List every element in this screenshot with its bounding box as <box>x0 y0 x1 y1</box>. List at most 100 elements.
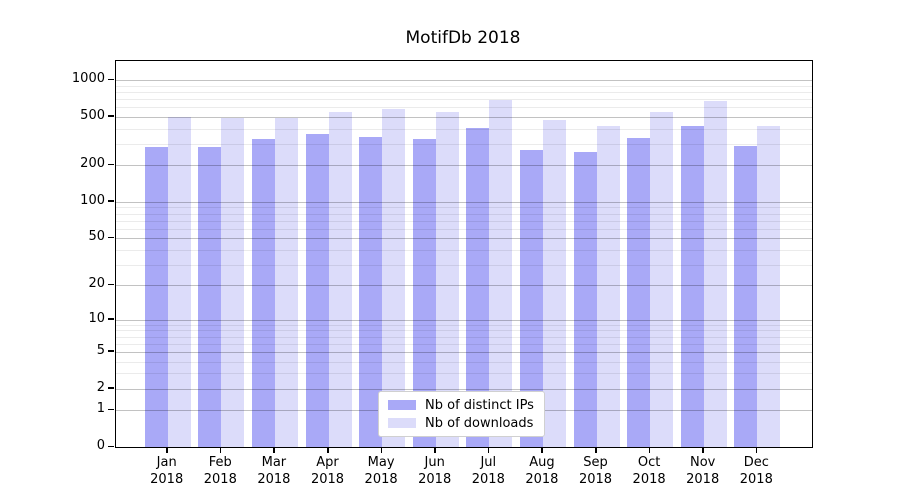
gridline-major <box>116 238 812 240</box>
y-axis-tick <box>108 115 114 117</box>
y-axis-tick <box>108 318 114 320</box>
gridline-minor <box>116 264 812 266</box>
x-axis-label: Mar 2018 <box>242 454 306 488</box>
x-axis-label-line: Jan <box>156 455 177 470</box>
y-axis-tick-label: 20 <box>88 276 105 292</box>
legend-label: Nb of distinct IPs <box>425 397 534 413</box>
bar-distinct-ips <box>466 127 490 447</box>
legend-item: Nb of distinct IPs <box>379 398 544 413</box>
x-axis-label-line: Mar <box>261 455 287 470</box>
x-axis-label: Dec 2018 <box>724 454 788 488</box>
gridline-minor <box>116 220 812 222</box>
y-axis-tick <box>108 163 114 166</box>
gridline-minor <box>116 128 812 130</box>
y-axis-tick-label: 10 <box>88 310 105 326</box>
x-axis-label: Jun 2018 <box>403 454 467 488</box>
bar-distinct-ips <box>519 149 543 447</box>
x-axis-label-line: 2018 <box>364 472 398 487</box>
y-axis-tick-label: 0 <box>96 438 105 453</box>
x-axis-label-line: Feb <box>208 455 232 470</box>
gridline-major <box>116 285 812 287</box>
bar-distinct-ips <box>412 139 436 447</box>
bar-distinct-ips <box>680 125 704 447</box>
bar-downloads <box>542 119 566 447</box>
x-axis-label-line: Oct <box>637 455 661 470</box>
x-axis-label: Sep 2018 <box>564 454 628 488</box>
bar-downloads <box>703 101 727 447</box>
y-axis-tick <box>108 408 114 411</box>
bar-downloads <box>274 118 298 447</box>
legend-swatch-distinct-ips <box>388 400 416 410</box>
gridline-minor <box>116 373 812 375</box>
bar-distinct-ips <box>144 146 168 447</box>
chart-title: MotifDb 2018 <box>405 28 521 48</box>
x-axis-label-line: Apr <box>316 455 339 470</box>
x-axis-tick <box>702 447 704 453</box>
x-axis-label-line: 2018 <box>150 472 184 487</box>
bar-distinct-ips <box>198 147 222 447</box>
y-axis-tick <box>108 200 114 202</box>
x-axis-tick <box>166 447 168 453</box>
gridline-major <box>116 80 812 81</box>
x-axis-label-line: Jul <box>480 455 497 470</box>
gridline-major <box>116 319 812 321</box>
y-axis-tick <box>108 445 114 447</box>
x-axis-label: Jan 2018 <box>135 454 199 488</box>
x-axis-label-line: Dec <box>743 455 769 470</box>
bar-downloads <box>489 99 513 447</box>
bar-distinct-ips <box>251 138 275 447</box>
y-axis-tick <box>108 350 114 352</box>
x-axis-label-line: 2018 <box>578 472 613 487</box>
x-axis-label-line: Aug <box>529 455 555 470</box>
x-axis-label: Aug 2018 <box>510 454 574 488</box>
y-axis-tick-label: 1 <box>96 401 105 417</box>
gridline-minor <box>116 91 812 93</box>
x-axis-label: Oct 2018 <box>617 454 681 488</box>
y-axis-tick-label: 50 <box>88 229 105 245</box>
gridline-minor <box>116 249 812 251</box>
gridline-minor <box>116 85 812 87</box>
bar-downloads <box>221 118 245 447</box>
y-axis-tick-label: 2 <box>96 379 105 395</box>
gridline-major <box>116 351 812 353</box>
y-axis-tick-label: 100 <box>80 192 105 208</box>
bar-distinct-ips <box>627 137 651 447</box>
bar-downloads <box>596 126 620 447</box>
x-axis-label-line: 2018 <box>632 472 666 487</box>
x-axis-label-line: 2018 <box>310 472 345 487</box>
gridline-major <box>116 165 812 167</box>
gridline-minor <box>116 343 812 345</box>
x-axis-tick <box>219 447 222 453</box>
x-axis-tick <box>595 447 597 453</box>
y-axis-tick-label: 500 <box>80 107 105 123</box>
y-axis-tick <box>108 78 114 80</box>
legend-item: Nb of downloads <box>379 416 544 431</box>
y-axis-tick-label: 5 <box>96 342 105 358</box>
x-axis-tick <box>327 447 329 453</box>
x-axis-label-line: 2018 <box>686 472 720 487</box>
x-axis-label: Jul 2018 <box>456 454 520 488</box>
bar-distinct-ips <box>573 151 597 447</box>
legend-label: Nb of downloads <box>425 415 534 431</box>
gridline-major <box>116 201 812 203</box>
bar-distinct-ips <box>305 134 329 447</box>
x-axis-label: May 2018 <box>349 454 413 488</box>
gridline-minor <box>116 330 812 332</box>
gridline-minor <box>116 143 812 145</box>
bar-downloads <box>328 111 352 447</box>
gridline-minor <box>116 107 812 109</box>
x-axis-tick <box>380 447 383 453</box>
x-axis-tick <box>755 447 758 453</box>
x-axis-label-line: Nov <box>690 455 716 470</box>
y-axis-tick-label: 1000 <box>71 71 105 86</box>
x-axis-label-line: 2018 <box>525 472 559 487</box>
legend-swatch-downloads <box>388 418 416 428</box>
bar-downloads <box>435 111 459 447</box>
gridline-minor <box>116 213 812 215</box>
legend: Nb of distinct IPs Nb of downloads <box>378 391 545 437</box>
bar-downloads <box>650 111 674 447</box>
x-axis-label-line: May <box>367 455 395 470</box>
gridline-minor <box>116 361 812 363</box>
y-axis-tick <box>108 236 114 239</box>
bar-downloads <box>382 109 406 447</box>
